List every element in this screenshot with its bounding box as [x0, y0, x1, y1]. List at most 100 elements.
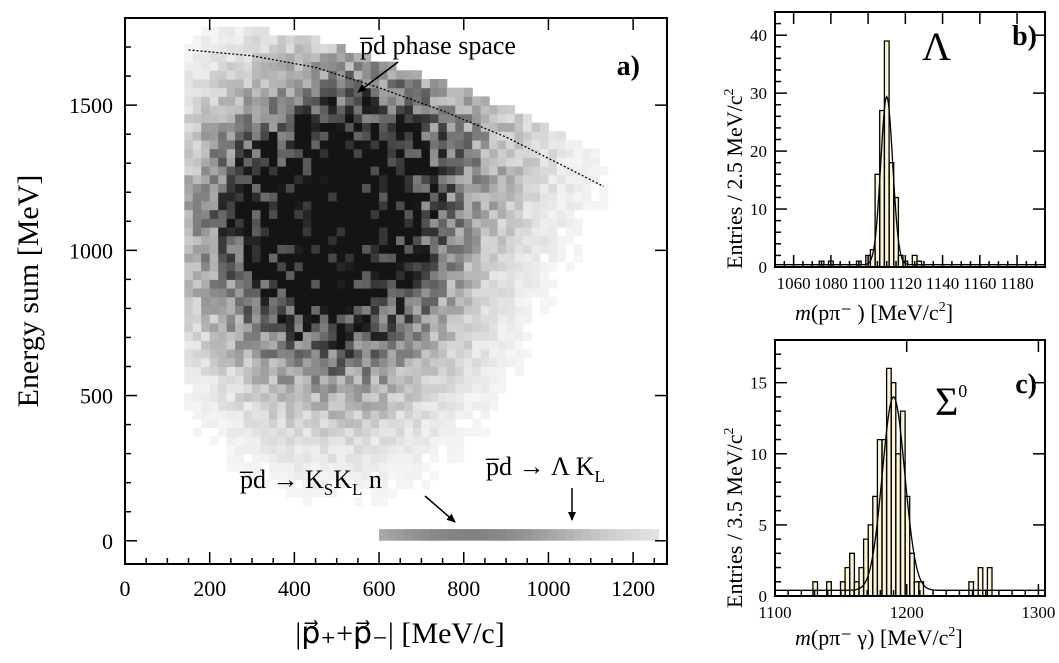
heatmap-cell [446, 392, 456, 402]
heatmap-cell [362, 349, 372, 359]
heatmap-cell [277, 174, 287, 184]
heatmap-cell [387, 305, 397, 315]
heatmap-cell [370, 427, 380, 437]
heatmap-cell [573, 227, 583, 237]
heatmap-cell [302, 105, 312, 115]
heatmap-cell [235, 96, 245, 106]
heatmap-cell [370, 183, 380, 193]
heatmap-cell [387, 183, 397, 193]
heatmap-cell [455, 122, 465, 132]
heatmap-cell [412, 296, 422, 306]
heatmap-cell [540, 140, 549, 150]
heatmap-cell [285, 262, 295, 272]
heatmap-cell [328, 244, 338, 254]
heatmap-cell [260, 410, 270, 420]
y-tick-label: 0 [759, 587, 768, 606]
heatmap-cell [302, 436, 312, 446]
heatmap-cell [226, 209, 236, 219]
heatmap-cell [446, 183, 456, 193]
heatmap-cell [218, 209, 228, 219]
heatmap-cell [285, 183, 295, 193]
heatmap-cell [429, 192, 439, 202]
x-tick-label: 600 [363, 576, 396, 601]
heatmap-cell [336, 296, 346, 306]
heatmap-cell [218, 418, 228, 428]
heatmap-cell [531, 227, 541, 237]
histogram-bin [909, 552, 915, 596]
heatmap-cell [412, 410, 422, 420]
heatmap-cell [285, 35, 295, 45]
heatmap-cell [412, 288, 422, 298]
heatmap-cell [421, 270, 431, 280]
heatmap-cell [387, 157, 397, 167]
heatmap-cell [218, 140, 228, 150]
heatmap-cell [218, 357, 228, 367]
heatmap-cell [404, 340, 414, 350]
heatmap-cell [269, 462, 278, 472]
heatmap-cell [497, 131, 507, 141]
heatmap-cell [294, 140, 304, 150]
heatmap-cell [269, 279, 278, 289]
heatmap-cell [260, 61, 270, 71]
heatmap-cell [302, 227, 312, 237]
heatmap-cell [353, 157, 363, 167]
heatmap-cell [523, 122, 532, 132]
heatmap-cell [319, 331, 329, 341]
heatmap-cell [353, 148, 363, 158]
heatmap-cell [540, 183, 549, 193]
x-tick-label: 400 [278, 576, 311, 601]
heatmap-cell [421, 479, 431, 489]
heatmap-cell [277, 157, 287, 167]
heatmap-cell [269, 427, 278, 437]
heatmap-cell [328, 79, 338, 89]
heatmap-cell [396, 174, 405, 184]
heatmap-cell [311, 366, 321, 376]
heatmap-cell [421, 131, 431, 141]
panel-b-symbol: Λ [922, 24, 951, 69]
heatmap-cell [531, 253, 541, 263]
heatmap-cell [218, 35, 228, 45]
heatmap-cell [387, 357, 397, 367]
heatmap-cell [294, 96, 304, 106]
heatmap-cell [412, 253, 422, 263]
heatmap-cell [243, 279, 253, 289]
heatmap-cell [192, 61, 202, 71]
heatmap-cell [429, 366, 439, 376]
heatmap-cell [412, 383, 422, 394]
histogram-bin [849, 552, 856, 596]
heatmap-cell [209, 70, 219, 80]
heatmap-cell [353, 296, 363, 306]
heatmap-cell [277, 366, 287, 376]
heatmap-cell [336, 96, 346, 106]
heatmap-cell [446, 427, 456, 437]
heatmap-cell [319, 235, 329, 245]
heatmap-cell [302, 366, 312, 376]
heatmap-cell [277, 375, 287, 385]
heatmap-cell [218, 244, 228, 254]
heatmap-cell [336, 479, 346, 489]
heatmap-cell [404, 305, 414, 315]
band-cell [379, 529, 389, 541]
heatmap-cell [412, 131, 422, 141]
heatmap-cell [489, 357, 499, 367]
heatmap-cell [463, 322, 473, 333]
heatmap-cell [472, 340, 482, 350]
heatmap-cell [412, 192, 422, 202]
heatmap-cell [582, 157, 592, 167]
heatmap-cell [540, 296, 549, 306]
heatmap-cell [370, 444, 380, 455]
heatmap-cell [497, 366, 507, 376]
heatmap-cell [235, 44, 245, 54]
heatmap-cell [362, 227, 372, 237]
heatmap-cell [260, 96, 270, 106]
x-tick-label: 1140 [926, 274, 959, 293]
heatmap-cell [489, 305, 499, 315]
heatmap-cell [514, 174, 524, 184]
heatmap-cell [514, 366, 524, 376]
heatmap-cell [379, 235, 389, 245]
heatmap-cell [285, 192, 295, 202]
heatmap-cell [260, 392, 270, 402]
heatmap-cell [523, 262, 532, 272]
heatmap-cell [302, 209, 312, 219]
